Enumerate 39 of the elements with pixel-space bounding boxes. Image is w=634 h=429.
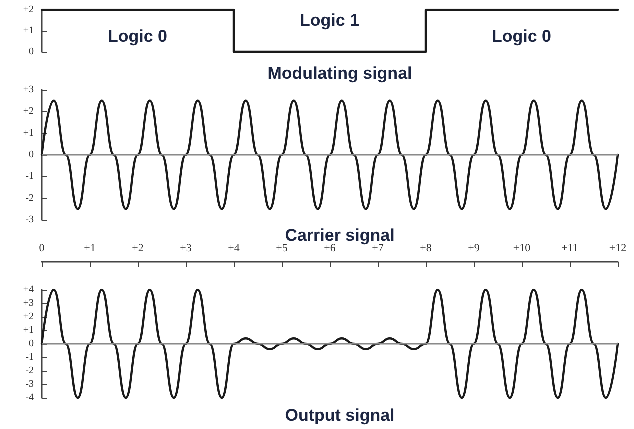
y-tick-label: +4 (23, 284, 34, 296)
line-series (40, 288, 620, 400)
y-tick-label: +1 (23, 128, 34, 139)
y-tick-label: +1 (23, 26, 34, 36)
x-tick-label: +1 (84, 242, 96, 254)
y-tick-label: -2 (26, 366, 34, 376)
y-tick-label: -3 (26, 214, 34, 226)
x-tick-label: 0 (39, 242, 46, 254)
text: Modulating signal (268, 64, 412, 83)
y-tick-label: -1 (26, 171, 34, 182)
x-tick-label: +8 (420, 242, 432, 254)
y-tick-label: 0 (29, 338, 34, 350)
x-tick-label: +7 (372, 242, 384, 254)
y-tick-label: +2 (23, 106, 34, 118)
x-tick-label: +4 (228, 242, 240, 254)
annotation: Logic 0 (492, 27, 552, 46)
annotation: Logic 1 (300, 11, 360, 30)
y-tick-label: +2 (23, 4, 34, 16)
y-tick-label: +1 (23, 325, 34, 336)
y-tick-label: +3 (23, 84, 34, 96)
y-tick-label: 0 (29, 46, 34, 58)
x-tick-label: +10 (513, 242, 532, 254)
y-tick-label: +2 (23, 312, 34, 322)
x-tick-label: +12 (609, 242, 627, 254)
x-tick-label: +6 (324, 242, 336, 254)
y-tick-label: -1 (26, 352, 34, 363)
y-tick-label: 0 (29, 150, 34, 160)
x-tick-label: +11 (562, 242, 578, 254)
x-tick-label: +9 (468, 242, 480, 254)
y-tick-label: -4 (26, 392, 34, 404)
text: Carrier signal (285, 226, 395, 245)
annotation: Logic 0 (108, 27, 168, 46)
x-tick-label: +5 (276, 242, 288, 254)
y-tick-label: +3 (23, 298, 34, 309)
x-tick-label: +3 (180, 242, 192, 254)
y-tick-label: -3 (26, 379, 34, 390)
x-tick-label: +2 (132, 242, 144, 254)
y-tick-label: -2 (26, 192, 34, 204)
text: Output signal (285, 406, 395, 425)
